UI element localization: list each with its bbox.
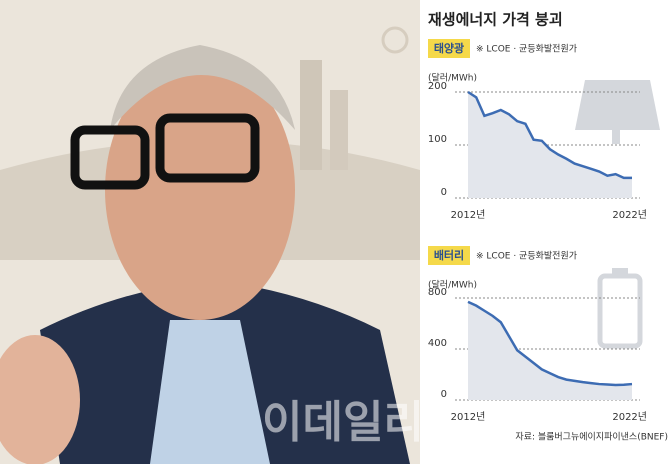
y-tick-label: 0 xyxy=(441,389,447,400)
building xyxy=(300,60,322,170)
shirt xyxy=(150,320,270,464)
building xyxy=(330,90,348,170)
glasses xyxy=(155,113,260,183)
y-tick-label: 800 xyxy=(428,287,447,298)
photo xyxy=(0,0,420,464)
x-tick-label: 2022년 xyxy=(612,411,647,423)
panel-stand xyxy=(612,130,620,144)
sun-icon xyxy=(381,26,409,54)
badge-bg xyxy=(428,39,470,58)
solar-panel-icon xyxy=(575,80,660,144)
battery-cap xyxy=(612,268,628,276)
glasses xyxy=(70,125,150,190)
chart-title: 배터리 xyxy=(434,248,464,262)
y-tick-label: 200 xyxy=(428,81,447,92)
battery-icon xyxy=(597,268,643,349)
x-tick-label: 2012년 xyxy=(451,209,486,221)
chart-subtitle: ※ LCOE · 균등화발전원가 xyxy=(476,44,577,55)
area xyxy=(468,301,632,400)
hand xyxy=(0,335,80,464)
y-tick-label: 100 xyxy=(428,134,447,145)
badge-bg xyxy=(428,246,470,265)
y-axis-label: (달러/MWh) xyxy=(428,279,477,291)
chart-title: 태양광 xyxy=(434,41,464,55)
y-axis-label: (달러/MWh) xyxy=(428,72,477,84)
line xyxy=(467,300,633,387)
y-tick-label: 0 xyxy=(441,187,447,198)
x-tick-label: 2022년 xyxy=(612,209,647,221)
area xyxy=(468,92,632,198)
source: 자료: 블룸버그뉴에이지파이낸스(BNEF) xyxy=(515,432,668,443)
y-tick-label: 400 xyxy=(428,338,447,349)
chart-subtitle: ※ LCOE · 균등화발전원가 xyxy=(476,251,577,262)
hair xyxy=(110,45,295,130)
x-tick-label: 2012년 xyxy=(451,411,486,423)
face xyxy=(105,60,295,320)
watermark: 이데일리 xyxy=(262,397,424,448)
panel xyxy=(575,80,660,130)
line xyxy=(467,90,632,180)
battery xyxy=(597,273,643,349)
page-title: 재생에너지 가격 붕괴 xyxy=(428,11,563,29)
